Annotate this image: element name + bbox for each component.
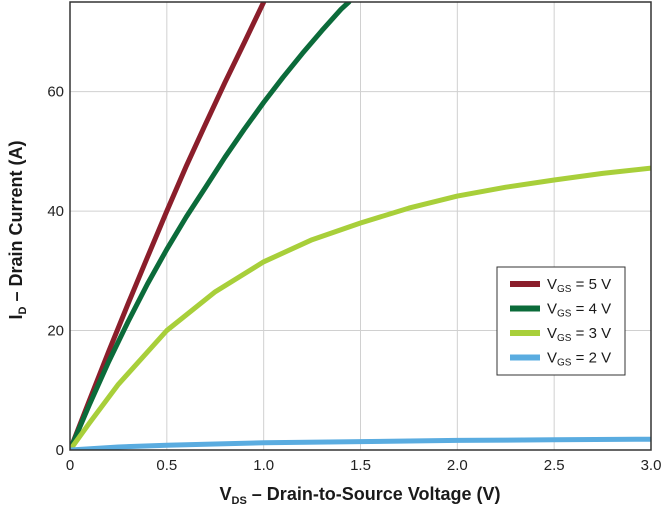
series-line-3 [70, 165, 651, 450]
y-tick-label: 40 [47, 203, 64, 220]
series-line-2 [70, 2, 352, 450]
legend-label-2: VGS = 4 V [547, 301, 611, 320]
legend-label-4: VGS = 2 V [547, 350, 611, 369]
x-tick-label: 3.0 [641, 457, 662, 474]
legend: VGS = 5 V VGS = 4 V VGS = 3 V VGS = 2 V [496, 266, 626, 376]
y-axis-title-main: I [6, 314, 26, 319]
series-layer [70, 2, 651, 450]
x-axis-title-rest: – Drain-to-Source Voltage (V) [247, 484, 501, 504]
y-tick-label: 20 [47, 323, 64, 340]
y-axis-title-sub: D [17, 306, 29, 314]
x-tick-labels: 0 0.5 1.0 1.5 2.0 2.5 3.0 [66, 457, 662, 474]
x-tick-label: 0 [66, 457, 74, 474]
y-tick-label: 0 [56, 442, 64, 459]
legend-label-1: VGS = 5 V [547, 276, 611, 295]
series-line-4 [70, 436, 651, 450]
x-tick-label: 1.0 [253, 457, 274, 474]
y-axis-title: ID – Drain Current (A) [6, 141, 29, 320]
y-tick-labels: 0 20 40 60 [47, 84, 64, 459]
x-axis-title: VDS – Drain-to-Source Voltage (V) [220, 484, 501, 507]
x-axis-title-main: V [220, 484, 232, 504]
y-axis-title-rest: – Drain Current (A) [6, 141, 26, 307]
series-line-1 [70, 2, 267, 450]
x-tick-label: 2.5 [544, 457, 565, 474]
legend-items: VGS = 5 V VGS = 4 V VGS = 3 V VGS = 2 V [510, 276, 611, 369]
x-tick-label: 0.5 [156, 457, 177, 474]
x-tick-label: 1.5 [350, 457, 371, 474]
y-tick-label: 60 [47, 84, 64, 101]
legend-label-3: VGS = 3 V [547, 325, 611, 344]
plot-frame [69, 1, 652, 451]
x-tick-label: 2.0 [447, 457, 468, 474]
grid [70, 2, 651, 450]
x-axis-title-sub: DS [232, 495, 247, 507]
